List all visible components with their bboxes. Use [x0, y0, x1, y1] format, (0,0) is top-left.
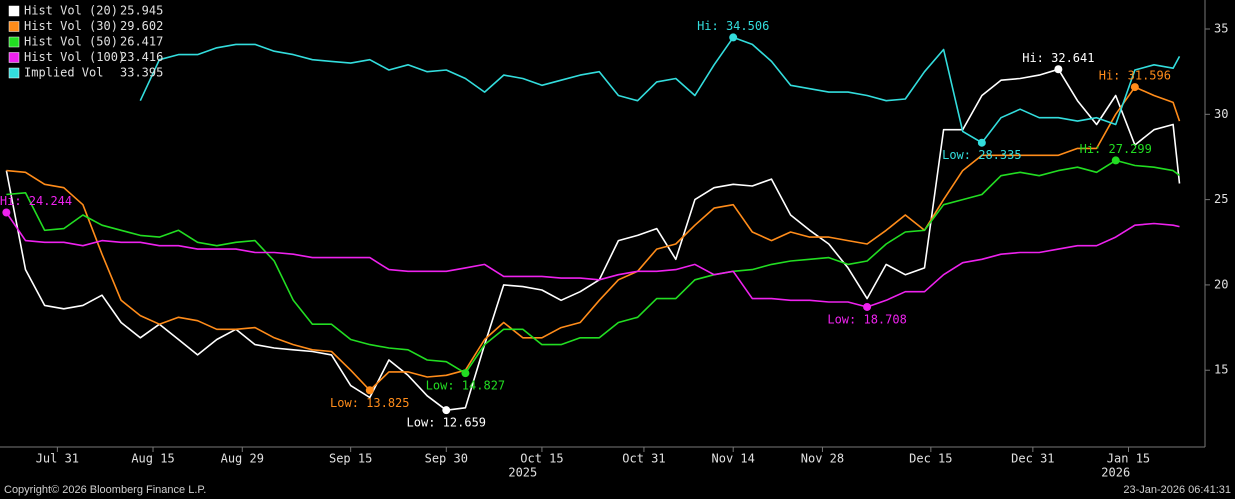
series-line: [6, 86, 1181, 392]
legend-value: 26.417: [120, 35, 163, 49]
annotation-label: Low: 28.335: [942, 148, 1021, 162]
legend-label: Hist Vol (30): [24, 19, 118, 33]
timestamp: 23-Jan-2026 06:41:31: [1123, 484, 1231, 496]
series-line: [6, 159, 1180, 374]
x-tick-label: Dec 15: [909, 452, 952, 466]
x-tick-label: Oct 31: [622, 452, 665, 466]
annotation-dot: [2, 208, 11, 217]
x-tick-label: Oct 15: [520, 452, 563, 466]
annotation-dot: [461, 369, 470, 378]
x-tick-label: Jan 15: [1107, 452, 1150, 466]
annotation-dot: [1111, 156, 1120, 165]
x-tick-label: Aug 15: [131, 452, 174, 466]
annotation-label: Hi: 24.244: [0, 194, 72, 208]
x-tick-label: Nov 14: [712, 452, 755, 466]
x-tick-label: Jul 31: [36, 452, 79, 466]
legend-label: Hist Vol (20): [24, 4, 118, 18]
legend-value: 25.945: [120, 4, 163, 18]
x-year-label: 2026: [1101, 466, 1130, 480]
annotation-label: Hi: 34.506: [697, 19, 769, 33]
legend-value: 23.416: [120, 50, 163, 64]
x-tick-label: Nov 28: [801, 452, 844, 466]
annotation-dot: [1054, 65, 1063, 74]
annotation-dot: [863, 302, 872, 311]
annotation-dot: [365, 386, 374, 395]
legend-label: Hist Vol (50): [24, 35, 118, 49]
annotation-dot: [1130, 83, 1139, 92]
y-tick-label: 25: [1214, 192, 1228, 206]
legend-label: Implied Vol: [24, 66, 103, 80]
legend-swatch: [8, 67, 20, 79]
annotation-dot: [442, 406, 451, 415]
x-tick-label: Dec 31: [1011, 452, 1054, 466]
x-tick-label: Sep 15: [329, 452, 372, 466]
copyright: Copyright© 2026 Bloomberg Finance L.P.: [4, 484, 206, 496]
x-tick-label: Sep 30: [425, 452, 468, 466]
legend-label: Hist Vol (100): [24, 50, 125, 64]
annotation-label: Hi: 27.299: [1080, 142, 1152, 156]
annotation-label: Hi: 32.641: [1022, 51, 1094, 65]
annotation-dot: [729, 33, 738, 42]
annotation-label: Low: 18.708: [827, 312, 906, 326]
annotation-label: Low: 14.827: [426, 379, 505, 393]
x-year-label: 2025: [508, 466, 537, 480]
legend-swatch: [8, 5, 20, 17]
legend-swatch: [8, 21, 20, 32]
series-line: [5, 212, 1180, 308]
annotation-label: Low: 13.825: [330, 396, 409, 410]
annotation-label: Low: 12.659: [407, 416, 486, 430]
y-tick-label: 15: [1214, 363, 1228, 377]
annotation-dot: [977, 138, 986, 147]
y-tick-label: 35: [1214, 22, 1228, 36]
legend-swatch: [8, 36, 20, 48]
legend-swatch: [8, 52, 20, 63]
series-line: [139, 36, 1181, 144]
y-tick-label: 20: [1214, 277, 1228, 291]
x-tick-label: Aug 29: [221, 452, 264, 466]
legend-value: 29.602: [120, 19, 163, 33]
legend-value: 33.395: [120, 66, 163, 80]
y-tick-label: 30: [1214, 107, 1228, 121]
annotation-label: Hi: 31.596: [1099, 69, 1171, 83]
